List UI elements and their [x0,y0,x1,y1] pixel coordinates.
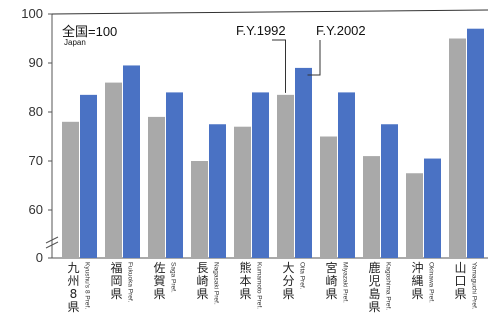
bar-fy2002 [338,92,355,259]
callout-line-fy1992 [272,39,286,93]
top-reference-line [51,9,489,15]
bar-fy2002 [80,94,97,258]
bar-fy2002 [123,65,140,258]
category-label-en: Kumamoto Pref. [256,262,263,309]
bar-fy2002 [252,92,269,259]
bar-fy1992 [234,126,251,258]
y-tick-label: 90 [29,55,43,70]
category-label-en: Fukuoka Pref. [127,262,134,303]
category-label-en: Kyushu's 8 Pref. [84,262,91,309]
category-label-en: Oita Pref. [299,262,306,290]
y-tick-label: 100 [21,6,43,21]
y-tick-label: 80 [29,104,43,119]
annotation-text: 全国=100 [62,24,117,39]
category-label-en: Yamaguchi Pref. [471,262,478,310]
bar-fy1992 [449,38,466,258]
category-label-en: Kagoshima Pref. [385,262,392,310]
category-label-jp: 沖縄県 [411,261,423,301]
category-label-en: Okinawa Pref. [428,262,435,303]
bar-fy2002 [467,28,484,259]
category-label-jp: 九州 8 県 [67,261,79,314]
bar-fy2002 [381,124,398,258]
bar-fy1992 [191,161,208,258]
callout-line-fy2002 [307,40,321,76]
bar-fy2002 [209,124,226,258]
bar-fy2002 [424,158,441,258]
axis-break-mark [45,241,59,249]
category-label-en: Saga Pref. [170,262,177,293]
category-label-en: Miyazaki Pref. [342,262,349,303]
bar-fy2002 [295,67,312,259]
category-label-jp: 鹿児島県 [368,260,380,314]
y-tick-label: 0 [36,250,43,265]
category-label-en: Nagasaki Pref. [213,262,220,305]
bar-fy1992 [148,116,165,259]
category-label-jp: 宮崎県 [325,260,337,301]
bar-fy1992 [105,82,122,258]
bar-fy1992 [320,136,337,258]
category-label-jp: 大分県 [282,261,294,301]
bar-fy1992 [277,94,294,258]
bar-fy1992 [363,156,380,258]
category-label-jp: 長崎県 [196,261,208,301]
series-label-fy2002: F.Y.2002 [316,23,366,38]
axis-break-mark [45,236,59,244]
y-tick-label: 60 [29,202,43,217]
category-label-jp: 佐賀県 [153,261,165,301]
bar-fy1992 [62,121,79,258]
bar-fy1992 [406,173,423,258]
category-label-jp: 熊本県 [239,260,251,301]
y-tick-label: 70 [29,153,43,168]
bar-fy2002 [166,92,183,259]
category-label-jp: 福岡県 [110,260,122,301]
series-label-fy1992: F.Y.1992 [236,23,286,38]
annotation-subtext: Japan [64,38,86,47]
category-label-jp: 山口県 [454,261,466,301]
